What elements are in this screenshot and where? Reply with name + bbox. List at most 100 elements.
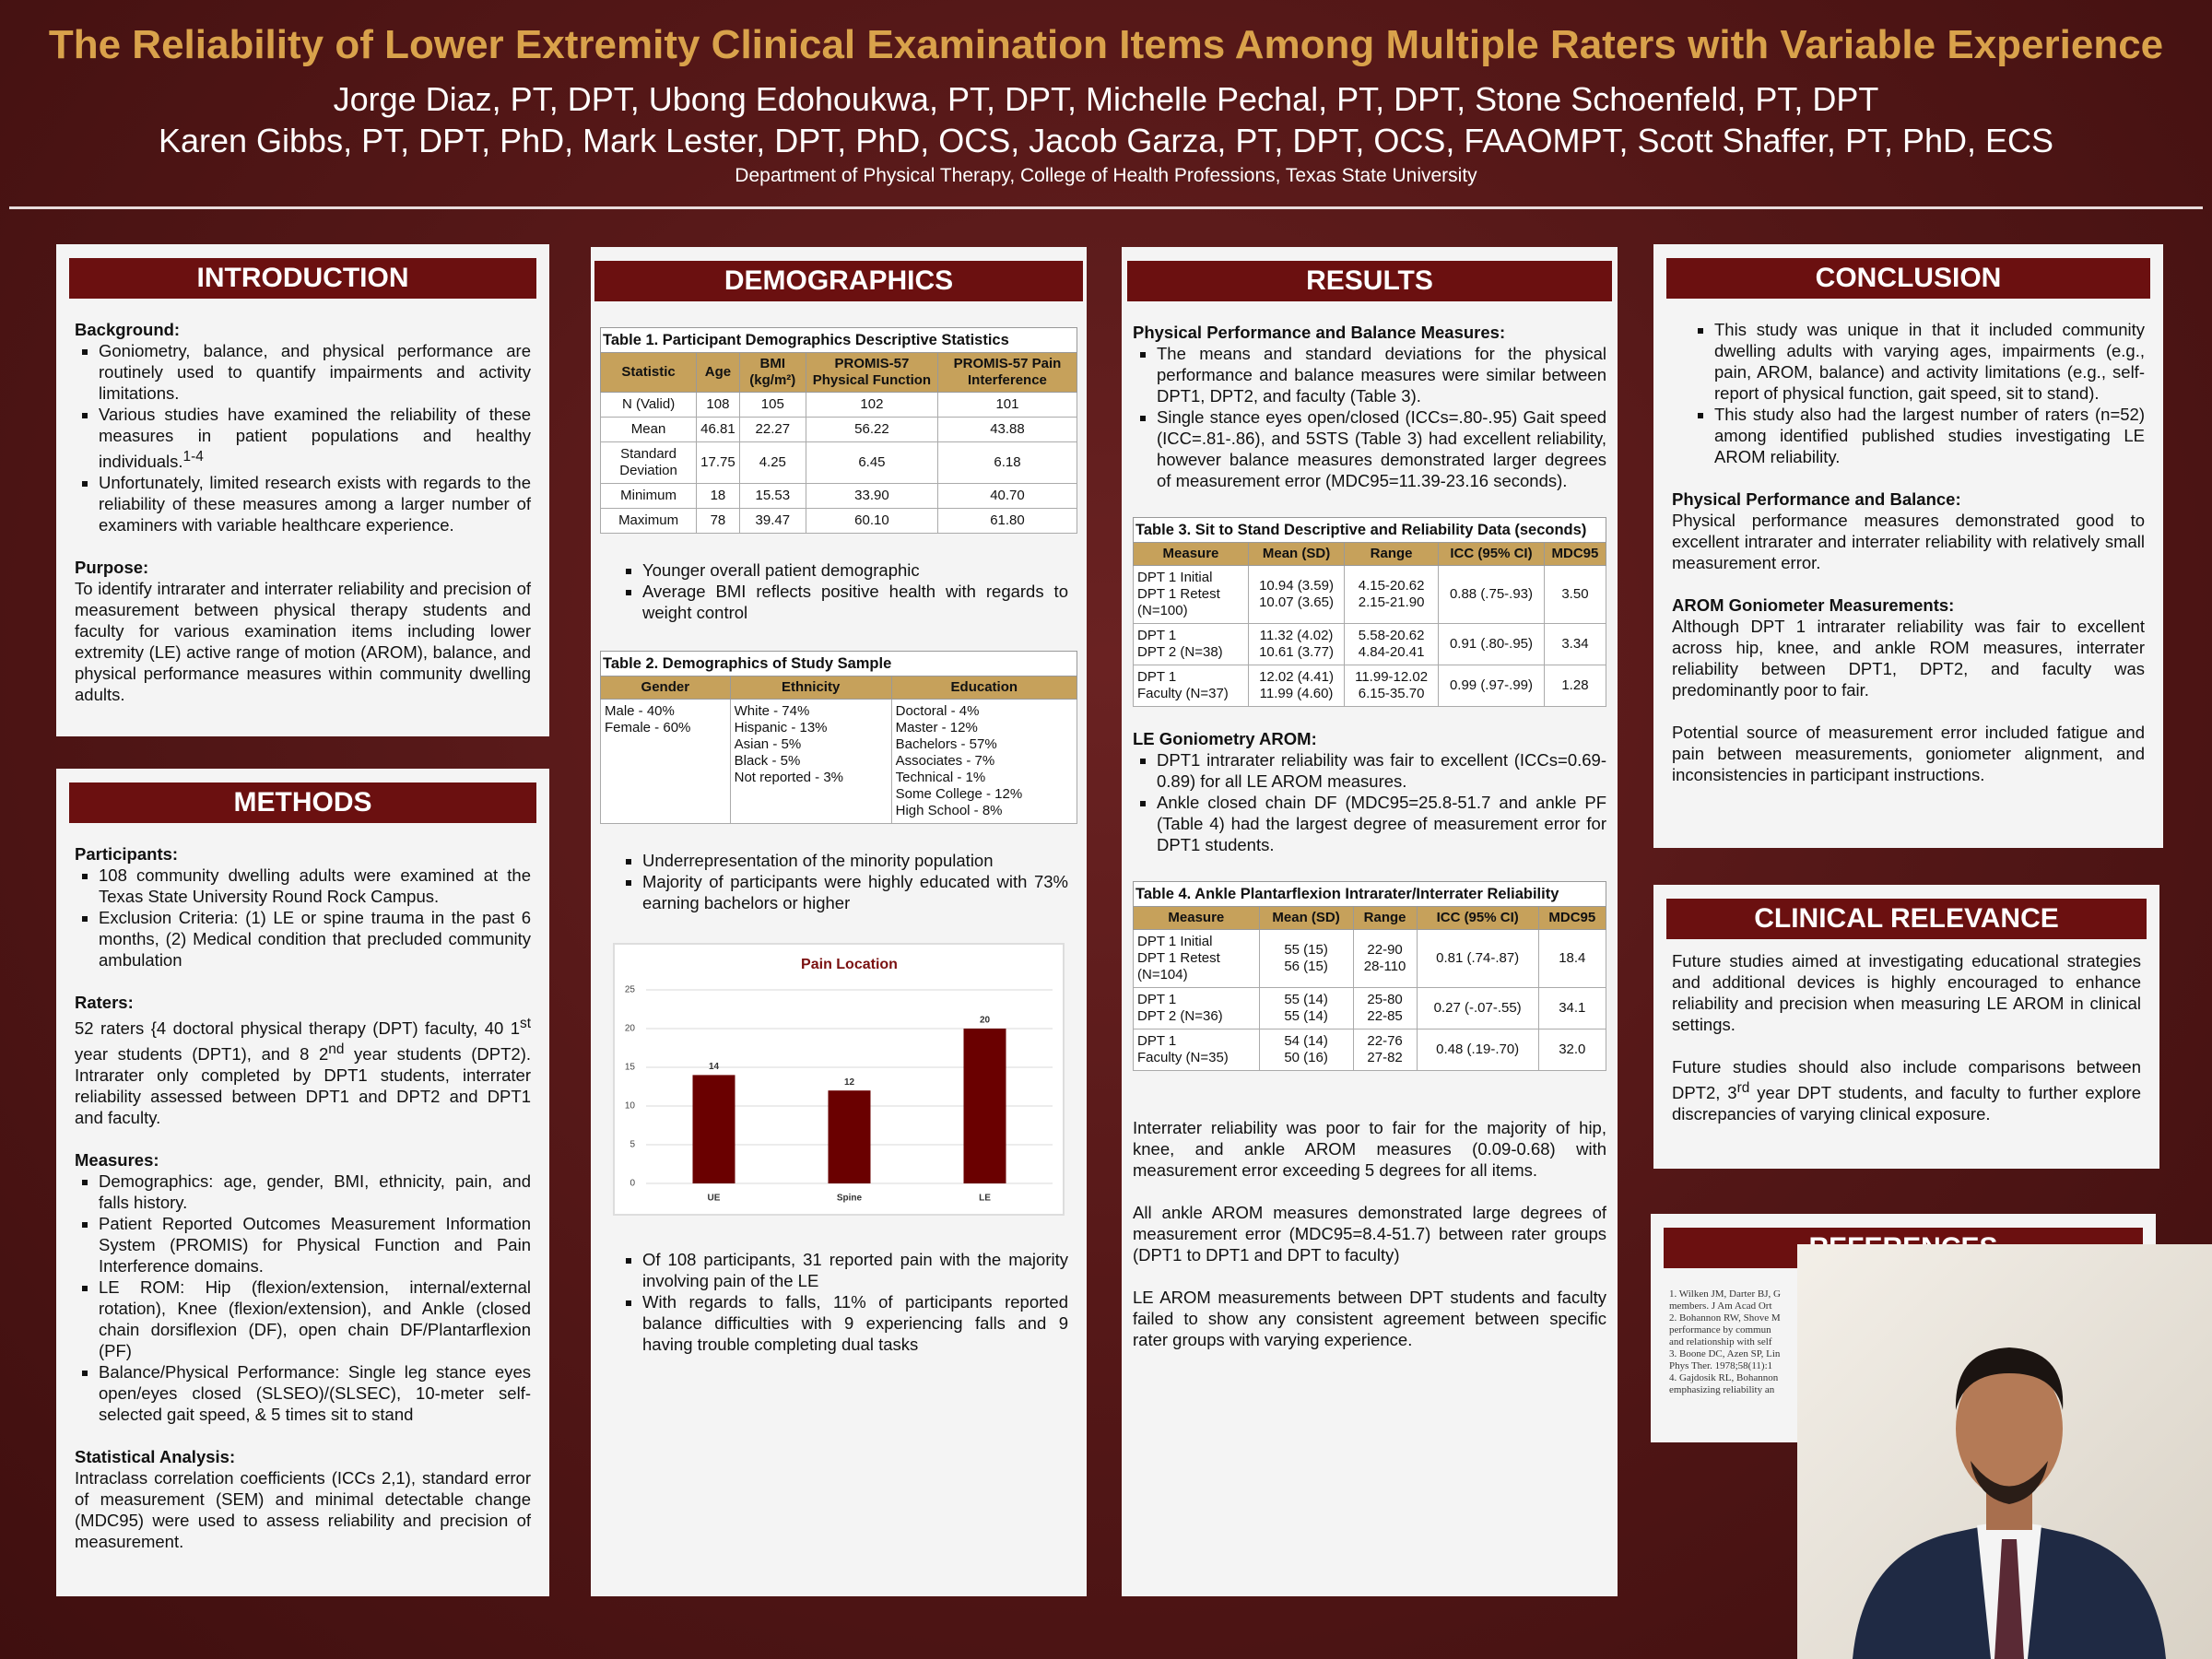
cell-line: 56 (15) [1284,959,1328,974]
bullet-list: This study was unique in that it include… [1690,319,2145,467]
bullet-item: This study also had the largest number o… [1714,404,2145,467]
bullet-item: Single stance eyes open/closed (ICCs=.80… [1157,406,1606,491]
table-cell: Male - 40% Female - 60% [600,699,731,824]
y-tick-label: 0 [629,1179,635,1189]
table-cell: 0.48 (.19-.70) [1416,1029,1539,1071]
cell-line: 4.15-20.62 [1358,578,1425,594]
column-header: MDC95 [1543,542,1607,566]
table-row: DPT 1 DPT 2 (N=36) 55 (14) 55 (14) 25-80 22-8… [1133,987,1607,1030]
table-cell: DPT 1 DPT 2 (N=38) [1133,623,1249,665]
column-header: BMI (kg/m²) [738,352,806,393]
bullet-item: Majority of participants were highly edu… [642,871,1068,913]
section-heading: METHODS [69,782,536,823]
cell-line: DPT 1 Retest [1137,950,1220,966]
conclusion-panel: CONCLUSION This study was unique in that … [1653,244,2163,848]
section-heading: INTRODUCTION [69,258,536,299]
y-tick-label: 20 [625,1024,636,1034]
paragraph: All ankle AROM measures demonstrated lar… [1133,1203,1606,1265]
bullet-item: Patient Reported Outcomes Measurement In… [99,1213,531,1277]
table-cell: 17.75 [696,441,740,484]
section-heading: CONCLUSION [1666,258,2150,299]
introduction-panel: INTRODUCTION Background:Goniometry, balan… [56,244,549,736]
bullet-item: Goniometry, balance, and physical perfor… [99,340,531,404]
data-table: Table 1. Participant Demographics Descri… [599,327,1078,534]
table-cell: 55 (15) 56 (15) [1258,929,1354,988]
cell-line: 55 (14) [1284,1008,1328,1024]
column-header: Mean (SD) [1258,906,1354,930]
bullet-item: LE ROM: Hip (flexion/extension, internal… [99,1277,531,1361]
cell-line: 2.15-21.90 [1358,594,1425,610]
table-cell: 11.99-12.02 6.15-35.70 [1344,665,1440,707]
column-header: Ethnicity [729,676,892,700]
table-cell: 18 [696,483,740,509]
data-label: 12 [844,1077,855,1088]
cell-line: Technical - 1% [895,770,986,785]
table-cell: 61.80 [936,508,1078,534]
table-cell: 1.28 [1543,665,1607,707]
data-label: 14 [709,1062,720,1072]
reference-line: members. J Am Acad Ort [1669,1300,1772,1312]
chart-title: Pain Location [801,957,898,972]
table-cell: 6.18 [936,441,1078,484]
reference-line: performance by commun [1669,1324,1771,1335]
column-header: Measure [1133,906,1260,930]
bullet-list: 108 community dwelling adults were exami… [75,865,531,971]
paragraph: 52 raters {4 doctoral physical therapy (… [75,1013,531,1128]
table-cell: 3.34 [1543,623,1607,665]
section-heading: RESULTS [1127,261,1612,301]
table-cell: Mean [599,417,698,442]
reference-line: and relationship with self [1669,1336,1772,1347]
paragraph: Interrater reliability was poor to fair … [1133,1118,1606,1180]
table-cell: DPT 1 Faculty (N=37) [1133,665,1249,707]
column-header: PROMIS-57 Physical Function [805,352,938,393]
table-cell: DPT 1 DPT 2 (N=36) [1133,987,1260,1030]
table-cell: 22.27 [738,417,806,442]
spacer [1133,1181,1606,1202]
data-table: Table 2. Demographics of Study Sample Gen… [600,651,1078,824]
cell-line: 5.58-20.62 [1358,628,1425,643]
bullet-list: Of 108 participants, 31 reported pain wi… [618,1249,1068,1355]
bullet-item: Demographics: age, gender, BMI, ethnicit… [99,1171,531,1213]
column-header: Measure [1133,542,1249,566]
cell-line: DPT 1 [1137,669,1177,685]
cell-line: DPT 1 [1137,992,1177,1007]
table-cell: 43.88 [936,417,1078,442]
subheading: Raters: [75,993,134,1012]
column-header: Range [1344,542,1440,566]
cell-line: White - 74% [734,703,810,719]
cell-line: High School - 8% [895,803,1003,818]
cell-line: 22-90 [1367,942,1403,958]
spacer [75,535,531,557]
webcam-video [1797,1244,2212,1659]
bullet-item: Underrepresentation of the minority popu… [642,850,1068,871]
table-row: N (Valid) 108 105 102 101 [599,392,1078,418]
paragraph: Future studies should also include compa… [1672,1056,2141,1124]
spacer [75,1425,531,1446]
cell-line: 11.99-12.02 [1355,669,1429,685]
superscript: 1-4 [182,449,204,465]
y-tick-label: 15 [625,1063,636,1073]
cell-line: 10.94 (3.59) [1259,578,1334,594]
cell-line: DPT 1 Retest [1137,586,1220,602]
table-cell: 55 (14) 55 (14) [1258,987,1354,1030]
text-segment: Various studies have examined the reliab… [99,405,531,472]
table-caption: Table 3. Sit to Stand Descriptive and Re… [1133,517,1606,542]
reference-line: 1. Wilken JM, Darter BJ, G [1669,1288,1781,1300]
subheading: Purpose: [75,558,149,578]
table-row: Mean 46.81 22.27 56.22 43.88 [599,417,1078,442]
table-row: DPT 1 Faculty (N=37) 12.02 (4.41) 11.99 (4.… [1133,665,1607,707]
bullet-item: Balance/Physical Performance: Single leg… [99,1361,531,1425]
header-row: Measure Mean (SD) Range ICC (95% CI) MDC95 [1133,542,1607,566]
data-label: 20 [980,1016,991,1026]
table-cell: 34.1 [1537,987,1607,1030]
section-heading: CLINICAL RELEVANCE [1666,899,2147,939]
spacer [75,971,531,992]
bullet-item: 108 community dwelling adults were exami… [99,865,531,907]
x-tick-label: LE [979,1194,991,1204]
text-segment: year DPT students, and faculty to furthe… [1672,1083,2141,1124]
spacer [1672,1035,2141,1056]
cell-line: 11.99 (4.60) [1259,686,1334,701]
table-row: DPT 1 Faculty (N=35) 54 (14) 50 (16) 22-76 27… [1133,1029,1607,1071]
bullet-item: Various studies have examined the reliab… [99,404,531,472]
